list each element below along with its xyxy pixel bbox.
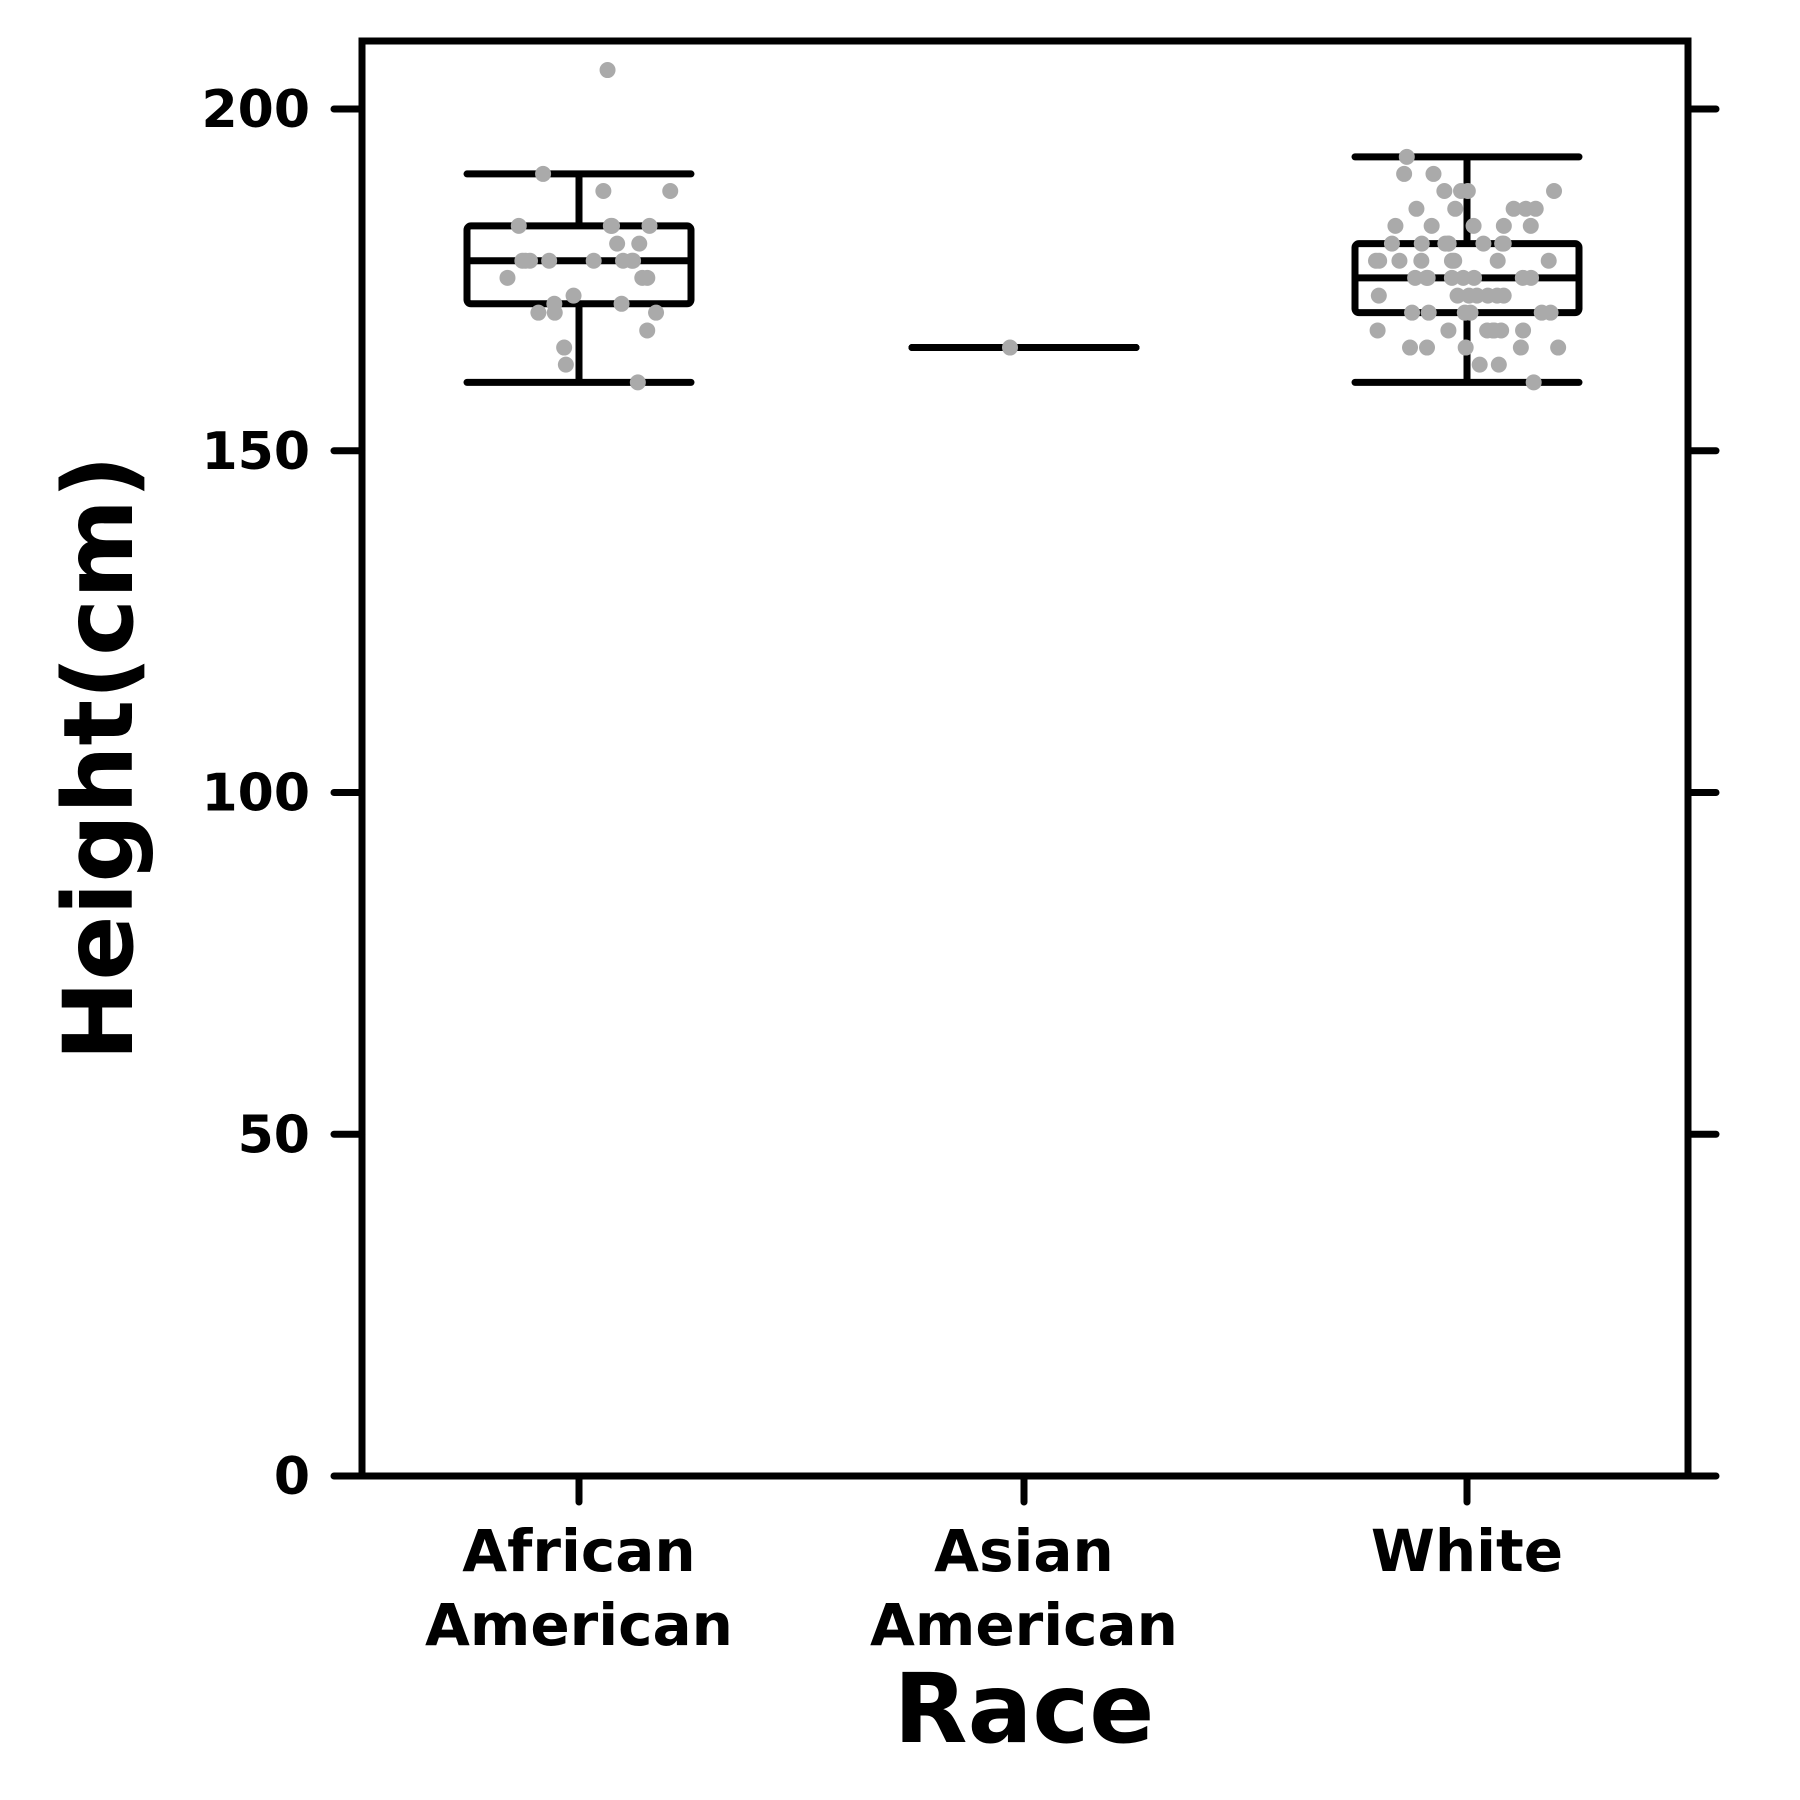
data-point — [1387, 217, 1404, 234]
data-point — [1493, 322, 1510, 339]
data-point — [631, 235, 648, 252]
data-point — [1420, 304, 1437, 321]
y-tick-label: 200 — [201, 80, 310, 140]
data-point — [1540, 252, 1557, 269]
data-point — [1449, 287, 1466, 304]
data-point — [1440, 322, 1457, 339]
data-point — [565, 287, 582, 304]
data-point — [1465, 217, 1482, 234]
data-point — [530, 304, 547, 321]
data-point — [1396, 165, 1413, 182]
data-point — [517, 252, 534, 269]
y-axis-title: Height(cm) — [43, 455, 155, 1061]
data-point — [1002, 339, 1018, 356]
data-point — [641, 217, 658, 234]
data-point — [556, 339, 573, 356]
box-group — [463, 170, 695, 386]
data-point — [1368, 252, 1385, 269]
data-point — [1398, 148, 1415, 165]
data-point — [535, 165, 552, 182]
data-point — [1370, 287, 1387, 304]
data-point — [599, 62, 616, 79]
data-point — [1440, 235, 1457, 252]
data-point — [510, 217, 527, 234]
x-axis-title: Race — [894, 1653, 1155, 1765]
x-tick-label: Asian — [934, 1517, 1114, 1585]
data-point — [1383, 235, 1400, 252]
data-point — [1402, 339, 1419, 356]
data-point — [662, 183, 679, 200]
data-point — [602, 217, 619, 234]
data-point — [1505, 200, 1522, 217]
data-point — [1369, 322, 1386, 339]
data-point — [1408, 200, 1425, 217]
data-point — [1517, 200, 1534, 217]
data-point — [613, 295, 630, 312]
data-point — [1425, 165, 1442, 182]
data-point — [595, 183, 612, 200]
data-point — [1522, 217, 1539, 234]
data-point — [609, 235, 626, 252]
y-tick-label: 0 — [274, 1447, 310, 1507]
data-point — [1523, 269, 1540, 286]
data-point — [1391, 252, 1408, 269]
data-point — [1533, 304, 1550, 321]
data-point — [1475, 235, 1492, 252]
data-point — [1457, 339, 1474, 356]
x-tick-label: American — [425, 1591, 733, 1659]
data-point — [1446, 252, 1463, 269]
plot-frame — [358, 37, 1692, 1480]
data-point — [1453, 183, 1470, 200]
data-point — [1495, 235, 1512, 252]
data-point — [1447, 200, 1464, 217]
x-tick-label: American — [870, 1591, 1178, 1659]
data-point — [585, 252, 602, 269]
y-tick-label: 150 — [201, 422, 310, 482]
data-point — [1413, 252, 1430, 269]
points-layer — [499, 62, 1567, 391]
data-point — [623, 252, 640, 269]
data-point — [1489, 287, 1506, 304]
data-point — [1512, 339, 1529, 356]
data-point — [1404, 304, 1421, 321]
data-point — [1495, 217, 1512, 234]
data-point — [1490, 356, 1507, 373]
y-tick-label: 50 — [238, 1105, 310, 1165]
data-point — [1462, 304, 1479, 321]
data-point — [639, 322, 656, 339]
data-point — [1443, 269, 1460, 286]
data-point — [546, 304, 563, 321]
data-point — [1418, 269, 1435, 286]
data-point — [557, 356, 574, 373]
data-point — [1546, 183, 1563, 200]
y-axis: 0 50 100 150 200 — [201, 80, 1720, 1507]
data-point — [1419, 339, 1436, 356]
data-point — [1423, 217, 1440, 234]
data-point — [1460, 287, 1477, 304]
data-point — [629, 374, 646, 391]
data-point — [1550, 339, 1567, 356]
data-point — [634, 269, 651, 286]
x-tick-label: White — [1371, 1517, 1563, 1585]
data-point — [1515, 322, 1532, 339]
data-point — [1489, 252, 1506, 269]
box-iqr — [463, 222, 695, 308]
data-point — [1466, 269, 1483, 286]
data-point — [541, 252, 558, 269]
x-tick-label: African — [462, 1517, 695, 1585]
data-point — [1525, 374, 1542, 391]
data-point — [499, 269, 516, 286]
data-point — [1407, 269, 1424, 286]
y-tick-label: 100 — [201, 764, 310, 824]
data-point — [1471, 356, 1488, 373]
data-point — [648, 304, 665, 321]
data-point — [1436, 183, 1453, 200]
data-point — [1413, 235, 1430, 252]
